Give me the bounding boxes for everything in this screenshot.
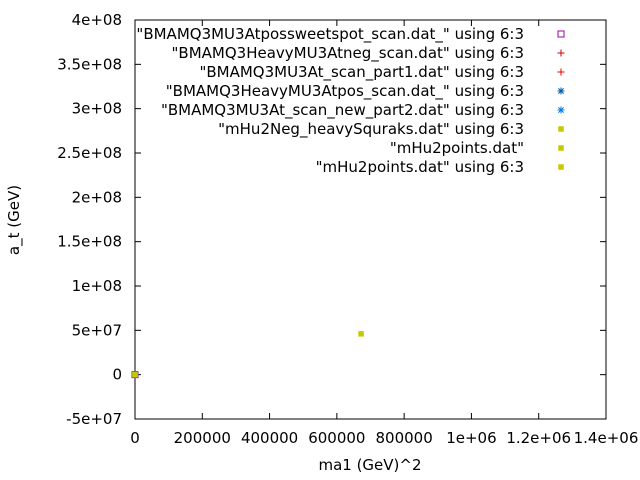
- data-point: [132, 371, 138, 378]
- y-tick-label: 3.5e+08: [57, 55, 122, 73]
- y-tick-label: 3e+08: [72, 100, 122, 118]
- y-axis-label: a_t (GeV): [5, 185, 24, 255]
- x-axis-label: ma1 (GeV)^2: [318, 456, 421, 474]
- legend-marker: [558, 164, 564, 170]
- y-axis-ticks: -5e+07 0 5e+07 1e+08 1.5e+08 2e+08 2.5e+08 3e+0…: [57, 11, 606, 428]
- data-point: [358, 331, 364, 337]
- x-tick-label: 1.2e+06: [506, 429, 571, 447]
- x-tick-label: 1e+06: [446, 429, 496, 447]
- y-tick-label: 1e+08: [72, 277, 122, 295]
- legend: "BMAMQ3MU3Atpossweetspot_scan.dat_" usin…: [136, 25, 565, 176]
- y-tick-label: 4e+08: [72, 11, 122, 29]
- legend-marker: [558, 126, 564, 132]
- legend-label: "mHu2points.dat": [390, 139, 524, 157]
- legend-label: "mHu2Neg_heavySquraks.dat" using 6:3: [218, 120, 524, 139]
- legend-label: "BMAMQ3HeavyMU3Atpos_scan.dat_" using 6:…: [166, 82, 524, 101]
- legend-marker: [557, 49, 565, 57]
- x-tick-label: 1.4e+06: [574, 429, 639, 447]
- y-tick-label: 2.5e+08: [57, 144, 122, 162]
- legend-label: "BMAMQ3HeavyMU3Atneg_scan.dat" using 6:3: [172, 44, 524, 63]
- x-tick-label: 400000: [241, 429, 298, 447]
- x-tick-label: 600000: [308, 429, 365, 447]
- legend-marker: [558, 145, 564, 151]
- legend-marker: [557, 68, 565, 76]
- legend-label: "BMAMQ3MU3Atpossweetspot_scan.dat_" usin…: [136, 25, 524, 44]
- plot-frame: [134, 19, 607, 420]
- y-tick-label: 2e+08: [72, 188, 122, 206]
- y-tick-label: -5e+07: [66, 410, 122, 428]
- legend-marker: [557, 106, 565, 114]
- legend-marker: [557, 30, 565, 38]
- x-tick-label: 0: [130, 429, 140, 447]
- x-tick-label: 200000: [174, 429, 231, 447]
- data-points: [131, 331, 364, 379]
- y-tick-label: 5e+07: [72, 321, 122, 339]
- legend-label: "BMAMQ3MU3At_scan_new_part2.dat" using 6…: [161, 101, 524, 120]
- legend-label: "BMAMQ3MU3At_scan_part1.dat" using 6:3: [199, 63, 524, 82]
- y-tick-label: 1.5e+08: [57, 233, 122, 251]
- y-tick-label: 0: [112, 366, 122, 384]
- x-axis-ticks: 0 200000 400000 600000 800000 1e+06 1.2e+06 1.4…: [130, 20, 638, 447]
- x-tick-label: 800000: [376, 429, 433, 447]
- legend-label: "mHu2points.dat" using 6:3: [316, 158, 524, 176]
- legend-marker: [557, 87, 565, 95]
